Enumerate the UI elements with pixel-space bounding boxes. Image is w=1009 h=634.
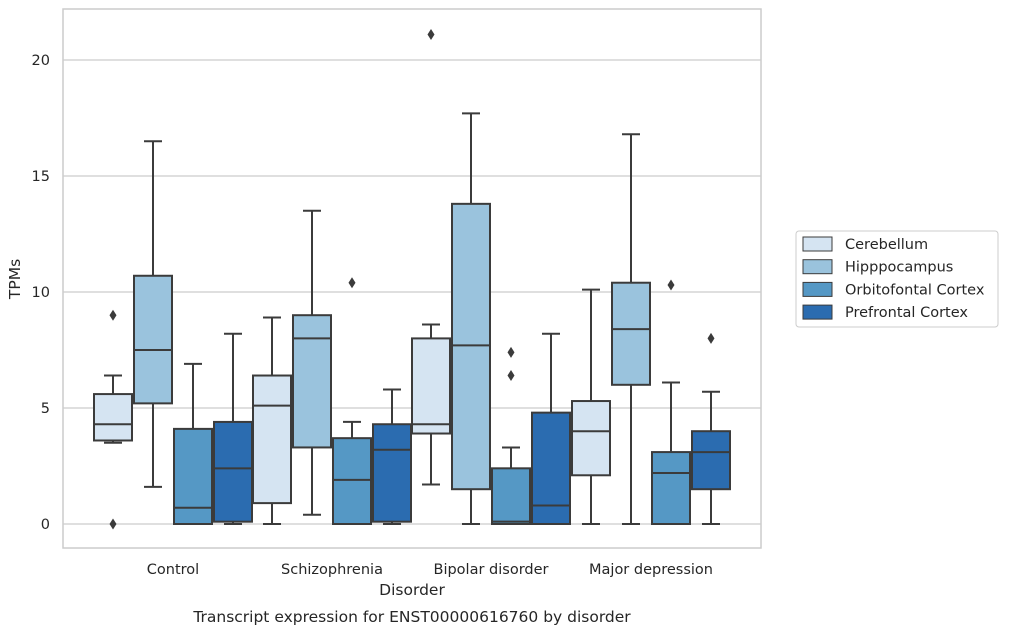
legend-label: Prefrontal Cortex xyxy=(845,305,968,321)
box-body xyxy=(93,393,133,442)
chart-caption: Transcript expression for ENST0000061676… xyxy=(192,608,631,626)
legend-swatch xyxy=(802,236,833,252)
legend-label: Cerebellum xyxy=(845,237,928,253)
y-axis-label: TPMs xyxy=(6,259,24,300)
box-body xyxy=(372,423,412,523)
box-body xyxy=(133,274,173,405)
box-0-2 xyxy=(411,28,451,486)
x-tick-label: Schizophrenia xyxy=(281,562,383,578)
y-tick-label: 0 xyxy=(41,517,50,533)
box-body xyxy=(691,430,731,491)
box-body xyxy=(491,467,531,526)
outlier-point xyxy=(109,518,117,530)
box-0-1 xyxy=(252,316,292,525)
box-body xyxy=(332,437,372,525)
box-1-0 xyxy=(133,140,173,488)
outlier-point xyxy=(507,370,515,382)
gridlines xyxy=(63,59,761,525)
y-ticks: 0 5 10 15 20 xyxy=(32,53,50,533)
box-body xyxy=(213,420,253,523)
box-3-1 xyxy=(372,388,412,525)
box-0-0 xyxy=(93,309,133,530)
outlier-point xyxy=(427,28,435,40)
legend-swatch xyxy=(802,259,833,275)
legend-label: Orbitofontal Cortex xyxy=(845,282,985,298)
x-tick-label: Major depression xyxy=(589,562,713,578)
outlier-point xyxy=(667,279,675,291)
legend-label: Hipppocampus xyxy=(845,260,953,276)
box-2-0 xyxy=(173,362,213,526)
outlier-point xyxy=(109,309,117,321)
y-tick-label: 15 xyxy=(32,169,50,185)
box-3-3 xyxy=(691,332,731,525)
box-body xyxy=(611,281,651,386)
box-body xyxy=(173,427,213,526)
box-1-1 xyxy=(292,209,332,516)
box-3-0 xyxy=(213,332,253,525)
box-body xyxy=(252,374,292,505)
box-3-2 xyxy=(531,332,571,526)
boxes xyxy=(93,28,731,530)
box-body xyxy=(651,451,691,525)
x-ticks: Control Schizophrenia Bipolar disorder Majo… xyxy=(147,562,713,578)
x-tick-label: Bipolar disorder xyxy=(434,562,549,578)
box-body xyxy=(531,411,571,526)
y-tick-label: 10 xyxy=(32,285,50,301)
x-tick-label: Control xyxy=(147,562,199,578)
box-2-1 xyxy=(332,277,372,525)
box-0-3 xyxy=(571,288,611,525)
legend-swatch xyxy=(802,281,833,297)
box-body xyxy=(292,314,332,449)
box-body xyxy=(451,202,491,491)
box-body xyxy=(571,400,611,477)
outlier-point xyxy=(707,332,715,344)
legend: Cerebellum Hipppocampus Orbitofontal Corte… xyxy=(795,230,999,328)
box-body xyxy=(411,337,451,435)
y-tick-label: 20 xyxy=(32,53,50,69)
legend-frame xyxy=(795,230,999,328)
box-1-3 xyxy=(611,133,651,525)
box-1-2 xyxy=(451,112,491,525)
y-tick-label: 5 xyxy=(41,401,50,417)
legend-swatch xyxy=(802,304,833,320)
x-axis-label: Disorder xyxy=(379,581,445,599)
box-2-3 xyxy=(651,279,691,525)
outlier-point xyxy=(348,277,356,289)
plot-frame xyxy=(62,8,762,549)
box-2-2 xyxy=(491,346,531,526)
outlier-point xyxy=(507,346,515,358)
